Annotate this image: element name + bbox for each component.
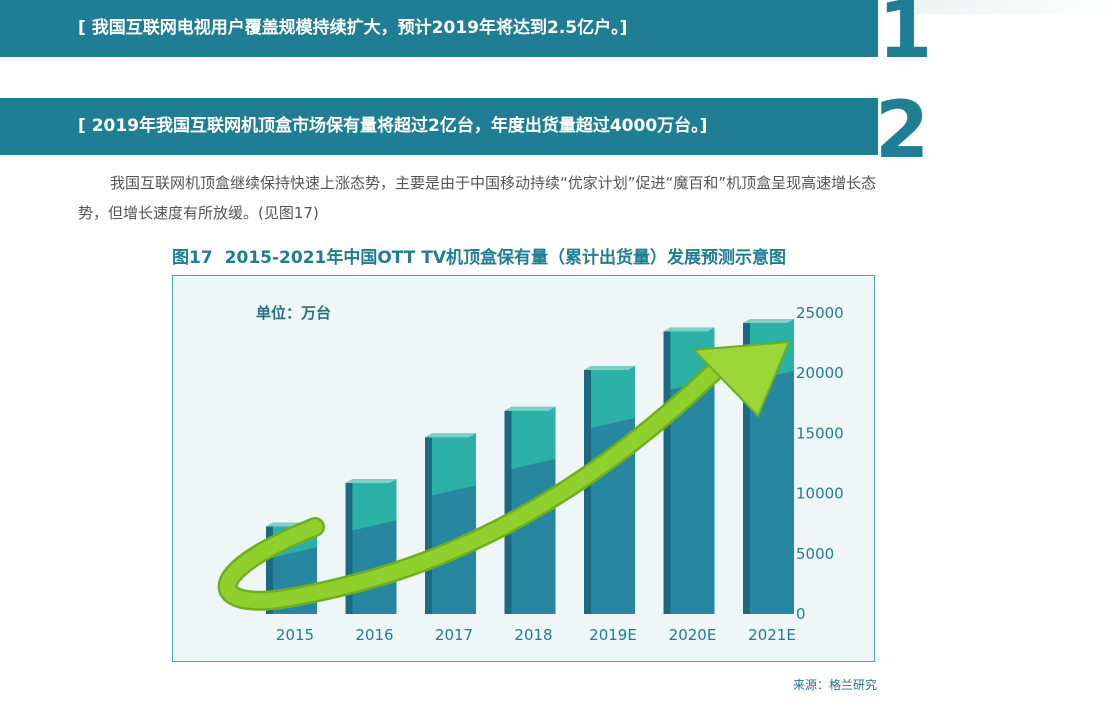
section-2-heading: [ 2019年我国互联网机顶盒市场保有量将超过2亿台，年度出货量超过4000万台… — [78, 116, 708, 136]
section-1-heading: [ 我国互联网电视用户覆盖规模持续扩大，预计2019年将达到2.5亿户。] — [78, 18, 628, 38]
y-tick-label: 20000 — [796, 364, 844, 382]
bar-highlight — [511, 406, 556, 469]
figure-caption: 图17 2015-2021年中国OTT TV机顶盒保有量（累计出货量）发展预测示意… — [172, 243, 786, 268]
x-tick-label: 2020E — [669, 626, 717, 644]
chart-frame: 单位：万台 25000 20000 15000 10000 5000 0 2015 2016 20… — [172, 275, 875, 662]
section-2-banner: [ 2019年我国互联网机顶盒市场保有量将超过2亿台，年度出货量超过4000万台… — [0, 98, 878, 155]
figure-title: 2015-2021年中国OTT TV机顶盒保有量（累计出货量）发展预测示意图 — [224, 248, 787, 268]
bar-top — [743, 319, 794, 324]
bar-side — [663, 327, 671, 614]
bar-side — [504, 406, 512, 614]
section-1-number: 1 — [878, 0, 933, 76]
trend-arrow-body — [220, 360, 726, 609]
bar-side — [584, 365, 591, 614]
source-note: 来源：格兰研究 — [792, 678, 877, 692]
x-tick-label: 2019E — [589, 626, 637, 644]
bar-top — [425, 433, 476, 438]
bar-highlight — [352, 479, 397, 531]
x-tick-label: 2021E — [748, 626, 796, 644]
y-tick-label: 10000 — [796, 485, 844, 503]
y-tick-label: 0 — [796, 605, 806, 623]
bar-highlight — [591, 365, 635, 428]
bar-top — [663, 327, 715, 332]
y-tick-label: 5000 — [796, 545, 834, 563]
y-tick-label: 25000 — [796, 304, 844, 322]
trend-arrow-head — [691, 340, 791, 418]
bar-chart: 单位：万台 25000 20000 15000 10000 5000 0 2015 2016 20… — [217, 304, 844, 644]
x-tick-label: 2015 — [276, 626, 314, 644]
bar-top — [584, 365, 635, 370]
header-fade-strip — [905, 0, 1120, 14]
bar-top — [345, 479, 397, 484]
y-tick-label: 15000 — [796, 424, 844, 442]
figure-label: 图17 — [172, 248, 213, 268]
bar-top — [504, 406, 556, 411]
unit-label: 单位：万台 — [256, 304, 331, 322]
x-tick-label: 2016 — [355, 626, 393, 644]
bar-side — [425, 433, 432, 614]
section-1-banner: [ 我国互联网电视用户覆盖规模持续扩大，预计2019年将达到2.5亿户。] — [0, 0, 878, 57]
body-paragraph: 我国互联网机顶盒继续保持快速上涨态势，主要是由于中国移动持续“优家计划”促进“魔… — [78, 174, 877, 222]
section-2-number: 2 — [875, 86, 930, 176]
x-tick-label: 2017 — [435, 626, 473, 644]
bar-highlight — [432, 433, 476, 496]
x-tick-label: 2018 — [514, 626, 552, 644]
